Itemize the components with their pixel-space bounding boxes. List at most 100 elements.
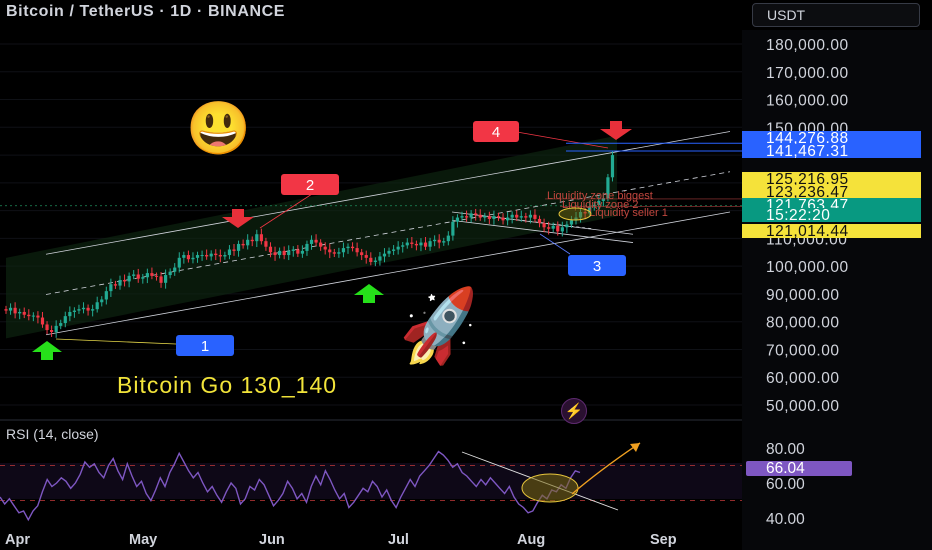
candle	[419, 242, 423, 246]
price-tick: 60,000.00	[766, 370, 839, 387]
candle	[455, 217, 460, 222]
rsi-tick: 60.00	[766, 476, 805, 493]
price-label-box	[742, 172, 921, 186]
candle	[13, 307, 17, 314]
highlight-circle	[558, 207, 592, 221]
price-tick: 80,000.00	[766, 315, 839, 332]
candle	[86, 307, 90, 311]
candle	[182, 255, 186, 258]
candle	[145, 273, 149, 278]
lightning-icon[interactable]: ⚡	[561, 398, 587, 424]
rsi-pane[interactable]: 80.00 60.00 40.00 66.04	[0, 441, 852, 528]
candle	[332, 252, 336, 254]
price-label-box	[742, 208, 921, 222]
label-4-box	[473, 121, 519, 142]
leader-4	[516, 131, 609, 149]
arrow-down-icon	[600, 121, 632, 140]
candle	[601, 198, 605, 201]
candle	[300, 250, 304, 254]
time-axis[interactable]: Apr May Jun Jul Aug Sep	[5, 532, 677, 548]
candle	[200, 255, 204, 257]
arrow-down-icon	[222, 209, 254, 228]
candle	[378, 256, 382, 261]
candle	[63, 316, 67, 324]
candle	[506, 217, 510, 221]
candle	[209, 253, 213, 257]
candle	[382, 253, 387, 257]
currency-button[interactable]: USDT	[752, 3, 920, 27]
candle	[296, 249, 300, 254]
candle	[369, 257, 373, 262]
rsi-value-box	[746, 461, 852, 476]
candle	[122, 280, 127, 282]
channel-mid-line	[45, 171, 731, 295]
leader-1	[55, 338, 177, 345]
candle	[214, 253, 218, 256]
candle	[305, 243, 309, 251]
price-label: 141,467.31	[766, 143, 849, 160]
candle	[442, 241, 446, 243]
candle	[515, 214, 519, 218]
candle	[350, 246, 355, 249]
candle	[355, 248, 359, 253]
label-3: 3	[593, 258, 601, 275]
candle	[287, 250, 291, 256]
arrow-up-icon	[354, 284, 384, 303]
candle	[474, 213, 478, 215]
candle	[127, 275, 131, 282]
candle	[309, 239, 314, 244]
candle	[524, 216, 528, 218]
candle	[510, 214, 514, 218]
candle	[610, 155, 615, 178]
price-label-box	[742, 224, 921, 238]
candle	[401, 245, 405, 247]
candle	[410, 242, 414, 244]
candle	[451, 221, 455, 236]
candle	[346, 246, 350, 249]
candle	[560, 227, 564, 232]
candle	[154, 275, 159, 277]
symbol-title: Bitcoin / TetherUS · 1D · BINANCE	[6, 3, 286, 20]
candle	[360, 252, 364, 256]
candle	[597, 200, 601, 206]
candle	[533, 214, 537, 219]
candle	[164, 275, 168, 283]
candle	[446, 235, 450, 242]
candle	[569, 220, 574, 225]
price-tick: 70,000.00	[766, 342, 839, 359]
candle	[22, 311, 26, 315]
candle	[40, 317, 45, 325]
candle	[414, 243, 418, 246]
candle	[364, 255, 368, 258]
price-label: 15:22:20	[766, 207, 830, 224]
candle	[496, 216, 501, 218]
price-tick: 170,000.00	[766, 65, 849, 82]
rsi-tick: 40.00	[766, 511, 805, 528]
candle	[478, 214, 482, 218]
time-tick: Sep	[650, 532, 677, 548]
arrow-head-icon	[630, 443, 640, 452]
candle	[50, 330, 54, 332]
label-3-box	[568, 255, 626, 276]
candle	[259, 234, 263, 242]
candle	[268, 246, 273, 253]
candle	[118, 280, 122, 286]
channel-upper-line	[45, 131, 731, 255]
candle	[100, 299, 104, 303]
label-1-box	[176, 335, 234, 356]
rsi-forecast-arrow	[571, 442, 641, 495]
candle	[18, 311, 22, 314]
candle	[606, 177, 610, 199]
candle	[542, 223, 546, 228]
candle	[592, 205, 596, 207]
candle	[501, 217, 505, 221]
price-axis[interactable]: 180,000.00170,000.00160,000.00150,000.00…	[742, 37, 921, 415]
price-label: 123,236.47	[766, 184, 849, 201]
candle	[168, 271, 172, 276]
label-1: 1	[201, 338, 209, 355]
rsi-indicator-label[interactable]: RSI (14, close)	[6, 426, 99, 442]
candle	[578, 212, 583, 218]
price-label-box	[742, 131, 921, 145]
